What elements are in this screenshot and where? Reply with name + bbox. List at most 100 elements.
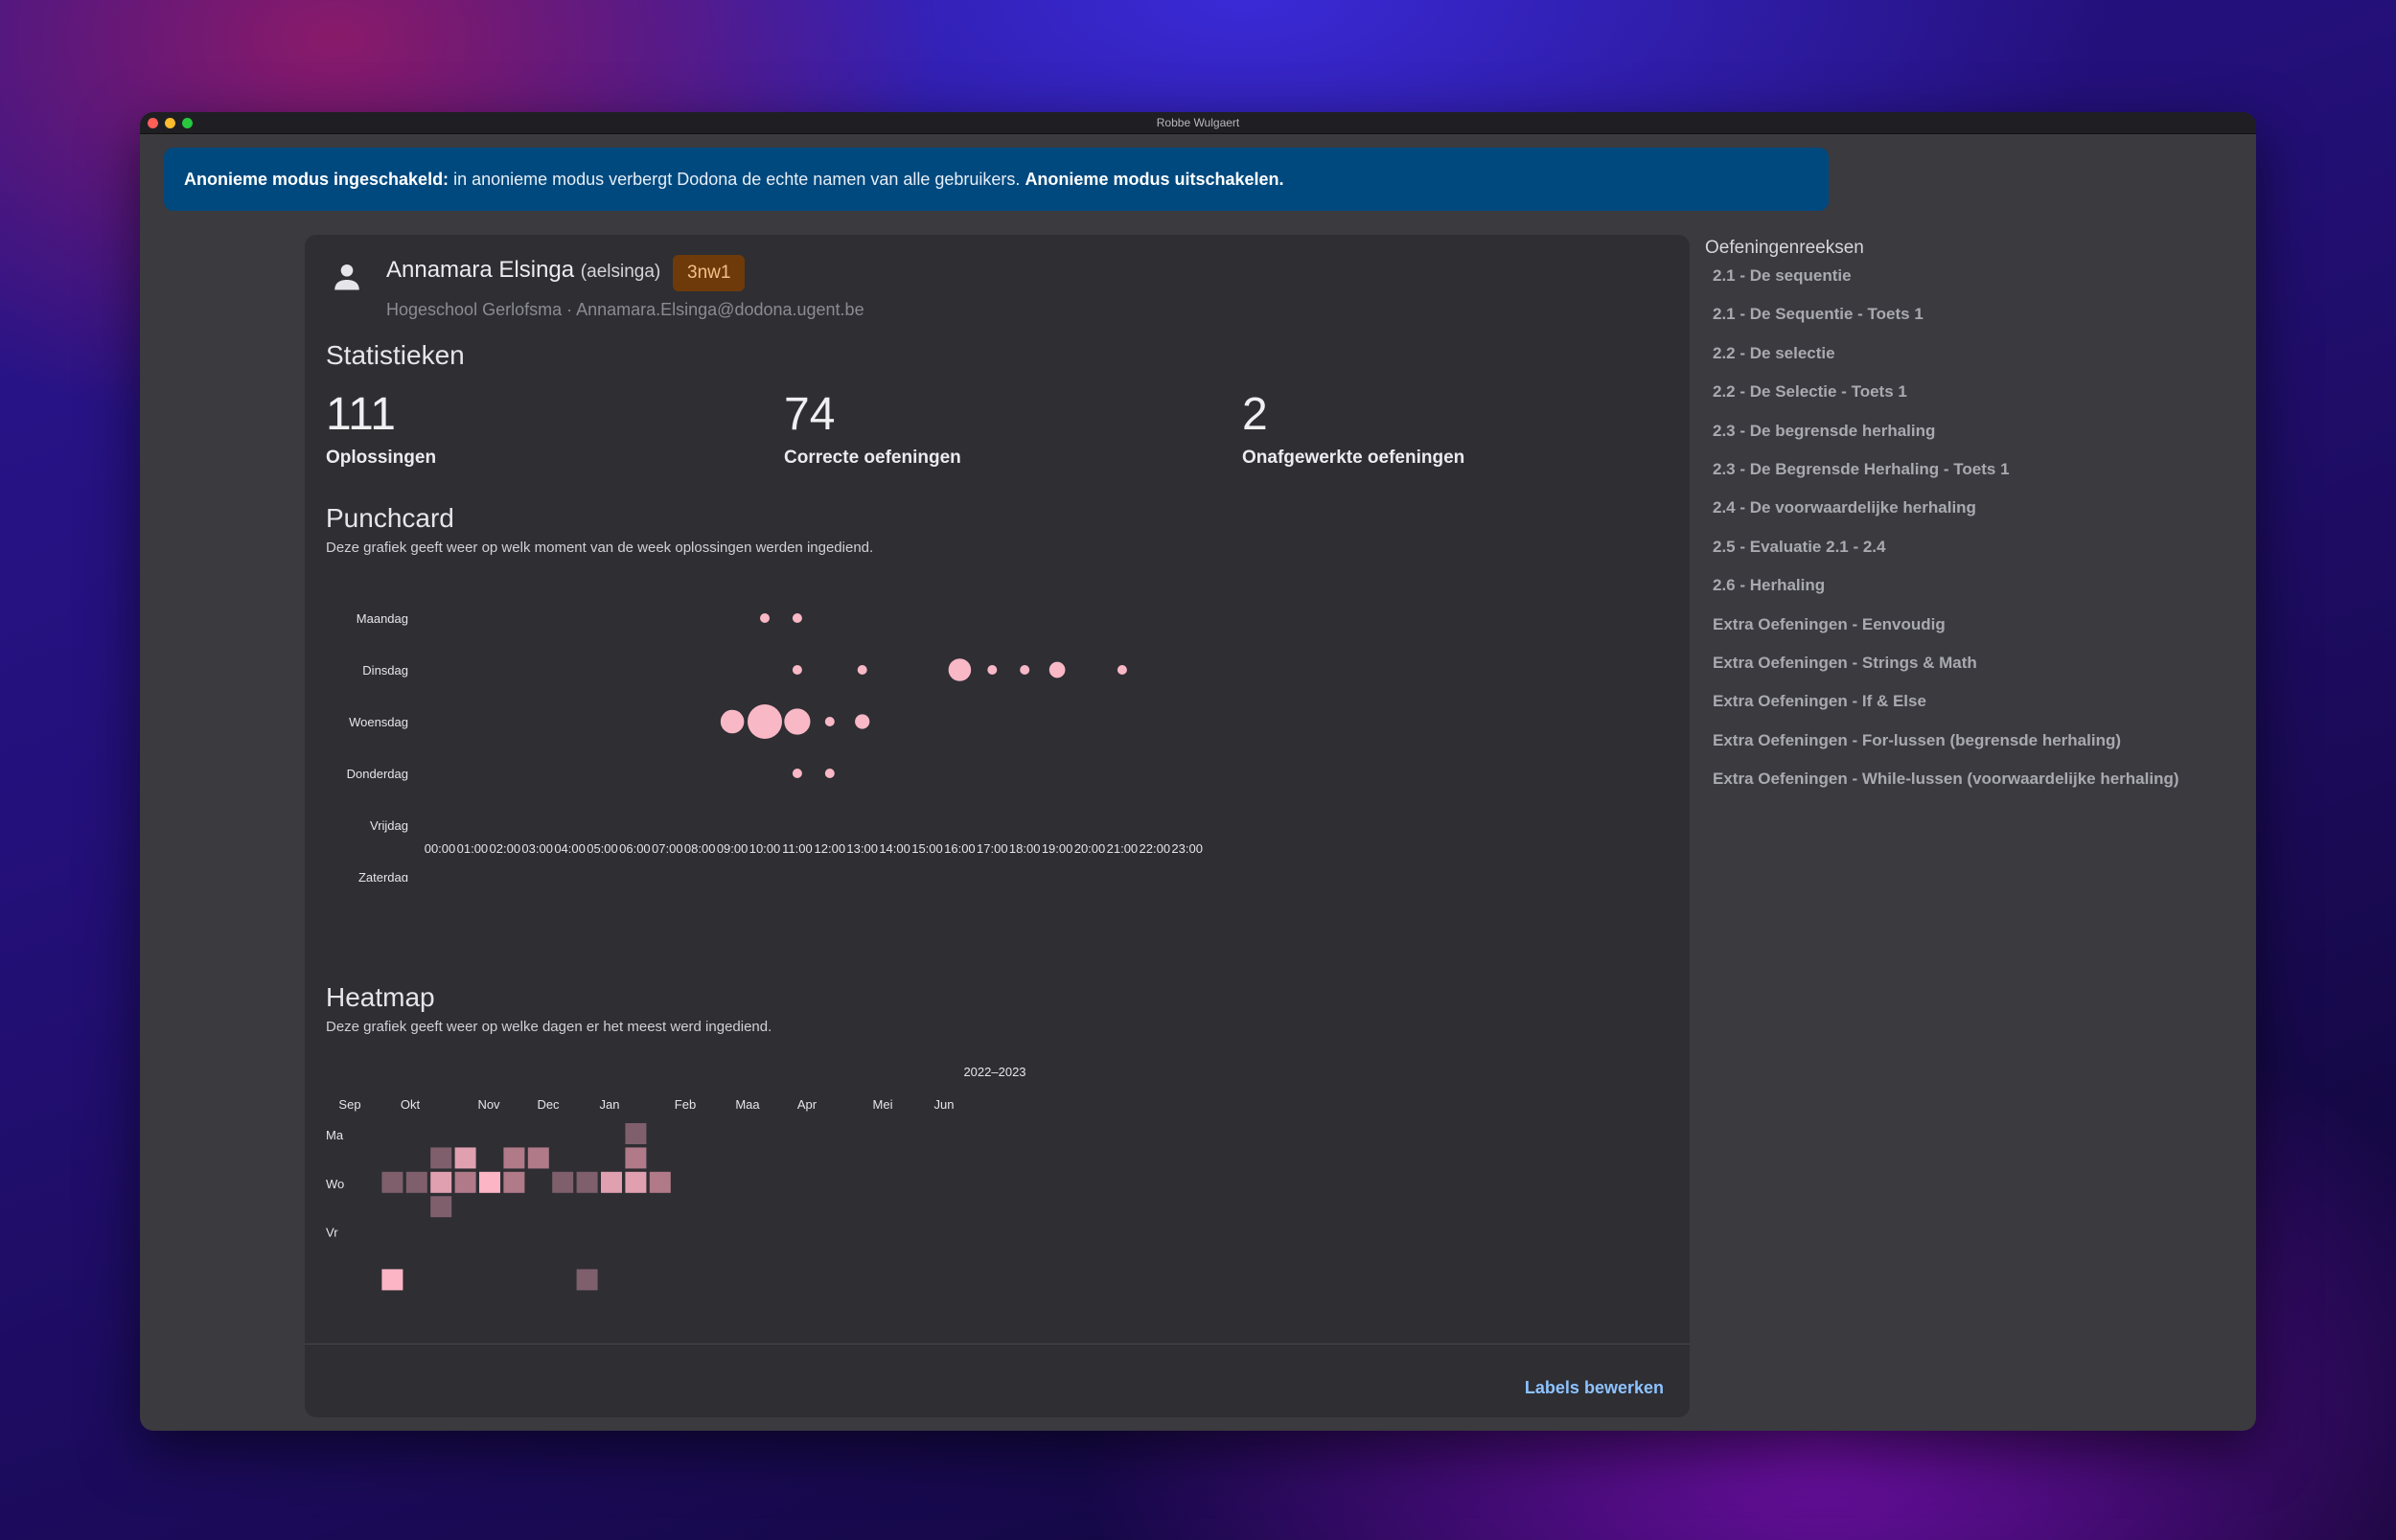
- sidebar-series-item[interactable]: 2.1 - De Sequentie - Toets 1: [1713, 305, 1924, 324]
- stat-submissions-value: 111: [326, 389, 396, 440]
- punchcard-hour-label: 14:00: [879, 841, 910, 856]
- heatmap-cell[interactable]: [479, 1171, 500, 1193]
- heatmap-cell[interactable]: [503, 1171, 525, 1193]
- sidebar-series-item[interactable]: 2.5 - Evaluatie 2.1 - 2.4: [1713, 537, 1886, 556]
- heatmap-cell[interactable]: [649, 1171, 671, 1193]
- punchcard-hour-label: 04:00: [554, 841, 586, 856]
- heatmap-cell[interactable]: [430, 1196, 452, 1218]
- close-window-button[interactable]: [148, 118, 158, 128]
- heatmap-cell[interactable]: [625, 1123, 647, 1144]
- punchcard-hour-label: 05:00: [587, 841, 618, 856]
- user-handle: (aelsinga): [580, 262, 661, 282]
- heatmap-month-label: Okt: [401, 1097, 421, 1112]
- punchcard-point[interactable]: [792, 769, 802, 778]
- punchcard-point[interactable]: [948, 658, 972, 681]
- zoom-window-button[interactable]: [182, 118, 193, 128]
- punchcard-point[interactable]: [824, 717, 835, 726]
- heatmap-month-label: Jun: [934, 1097, 955, 1112]
- heatmap-cell[interactable]: [601, 1171, 622, 1193]
- heatmap-cell[interactable]: [381, 1269, 403, 1291]
- punchcard-point[interactable]: [824, 769, 835, 778]
- heatmap-cell[interactable]: [625, 1171, 647, 1193]
- sidebar-series-item[interactable]: 2.1 - De sequentie: [1713, 266, 1852, 285]
- sidebar-series-item[interactable]: 2.2 - De Selectie - Toets 1: [1713, 382, 1907, 402]
- sidebar-series-item[interactable]: 2.2 - De selectie: [1713, 343, 1835, 362]
- punchcard-hour-label: 18:00: [1009, 841, 1041, 856]
- punchcard-day-label: Zaterdag: [358, 870, 408, 882]
- punchcard-point[interactable]: [792, 665, 802, 675]
- heatmap-cell[interactable]: [381, 1171, 403, 1193]
- punchcard-hour-label: 20:00: [1074, 841, 1106, 856]
- heatmap-cell[interactable]: [527, 1147, 549, 1169]
- heatmap-cell[interactable]: [405, 1171, 427, 1193]
- punchcard-day-label: Maandag: [357, 611, 408, 626]
- heatmap-cell[interactable]: [552, 1171, 574, 1193]
- punchcard-chart: Maandag Dinsdag Woensdag Donderdag Vrijdag Za…: [347, 611, 1203, 882]
- sidebar-series-item[interactable]: Extra Oefeningen - Eenvoudig: [1713, 614, 1946, 633]
- punchcard-point[interactable]: [720, 709, 745, 734]
- heatmap-cell[interactable]: [576, 1171, 598, 1193]
- heatmap-cell[interactable]: [576, 1269, 598, 1291]
- punchcard-hour-label: 00:00: [425, 841, 456, 856]
- heatmap-day-label: Vr: [326, 1226, 338, 1240]
- card-divider: [305, 1344, 1690, 1345]
- heatmap-day-label: Wo: [326, 1177, 344, 1191]
- punchcard-hour-label: 17:00: [977, 841, 1008, 856]
- app-window: Robbe Wulgaert Anonieme modus ingeschake…: [140, 112, 2256, 1431]
- alert-heading: Anonieme modus ingeschakeld:: [184, 170, 449, 189]
- punchcard-point[interactable]: [784, 708, 811, 735]
- heatmap-month-label: Jan: [600, 1097, 620, 1112]
- punchcard-hour-label: 01:00: [457, 841, 489, 856]
- stat-submissions-label: Oplossingen: [326, 448, 437, 468]
- sidebar-series-item[interactable]: 2.4 - De voorwaardelijke herhaling: [1713, 498, 1976, 517]
- punchcard-hour-label: 07:00: [652, 841, 683, 856]
- punchcard-point[interactable]: [855, 714, 870, 729]
- punchcard-point[interactable]: [1020, 665, 1030, 675]
- punchcard-hour-label: 08:00: [684, 841, 716, 856]
- heatmap-cell[interactable]: [430, 1171, 452, 1193]
- statistics-title: Statistieken: [326, 340, 465, 370]
- heatmap-title: Heatmap: [326, 982, 435, 1012]
- punchcard-point[interactable]: [1048, 661, 1066, 678]
- user-card: Annamara Elsinga (aelsinga) 3nw1 Hogesch…: [305, 235, 1690, 1417]
- punchcard-description: Deze grafiek geeft weer op welk moment v…: [326, 540, 874, 556]
- sidebar-series-item[interactable]: 2.3 - De begrensde herhaling: [1713, 421, 1936, 440]
- punchcard-hour-label: 03:00: [521, 841, 553, 856]
- sidebar-series-item[interactable]: 2.6 - Herhaling: [1713, 576, 1826, 595]
- heatmap-cell[interactable]: [454, 1171, 476, 1193]
- punchcard-day-label: Dinsdag: [362, 663, 408, 678]
- heatmap-cell[interactable]: [430, 1147, 452, 1169]
- punchcard-point[interactable]: [987, 665, 998, 675]
- minimize-window-button[interactable]: [165, 118, 175, 128]
- punchcard-point[interactable]: [792, 613, 802, 623]
- punchcard-point[interactable]: [748, 704, 782, 739]
- heatmap-day-label: Ma: [326, 1128, 344, 1142]
- sidebar-series-item[interactable]: Extra Oefeningen - If & Else: [1713, 692, 1926, 711]
- title-bar: Robbe Wulgaert: [140, 112, 2256, 134]
- punchcard-hour-label: 13:00: [846, 841, 878, 856]
- anonymous-mode-alert: Anonieme modus ingeschakeld: in anonieme…: [164, 148, 1829, 211]
- sidebar-series-item[interactable]: Extra Oefeningen - For-lussen (begrensde…: [1713, 730, 2122, 749]
- alert-text: in anonieme modus verbergt Dodona de ech…: [449, 170, 1025, 189]
- punchcard-hour-label: 09:00: [717, 841, 749, 856]
- punchcard-day-label: Vrijdag: [370, 818, 408, 833]
- punchcard-point[interactable]: [857, 665, 867, 675]
- punchcard-hour-label: 06:00: [619, 841, 651, 856]
- heatmap-cell[interactable]: [625, 1147, 647, 1169]
- edit-labels-link[interactable]: Labels bewerken: [1524, 1378, 1664, 1397]
- sidebar-series-item[interactable]: 2.3 - De Begrensde Herhaling - Toets 1: [1713, 460, 2010, 478]
- heatmap-cell[interactable]: [503, 1147, 525, 1169]
- heatmap-month-label: Nov: [477, 1097, 500, 1112]
- disable-anonymous-mode-link[interactable]: Anonieme modus uitschakelen.: [1025, 170, 1284, 189]
- punchcard-point[interactable]: [760, 613, 770, 623]
- user-label-badge[interactable]: 3nw1: [673, 255, 746, 291]
- punchcard-point[interactable]: [1117, 665, 1127, 675]
- heatmap-month-label: Maa: [735, 1097, 760, 1112]
- stat-correct-label: Correcte oefeningen: [784, 448, 961, 468]
- punchcard-hour-label: 02:00: [490, 841, 521, 856]
- punchcard-hour-label: 19:00: [1042, 841, 1073, 856]
- sidebar-series-item[interactable]: Extra Oefeningen - While-lussen (voorwaa…: [1713, 770, 2179, 789]
- heatmap-cell[interactable]: [454, 1147, 476, 1169]
- stat-correct-value: 74: [784, 389, 836, 440]
- sidebar-series-item[interactable]: Extra Oefeningen - Strings & Math: [1713, 654, 1977, 672]
